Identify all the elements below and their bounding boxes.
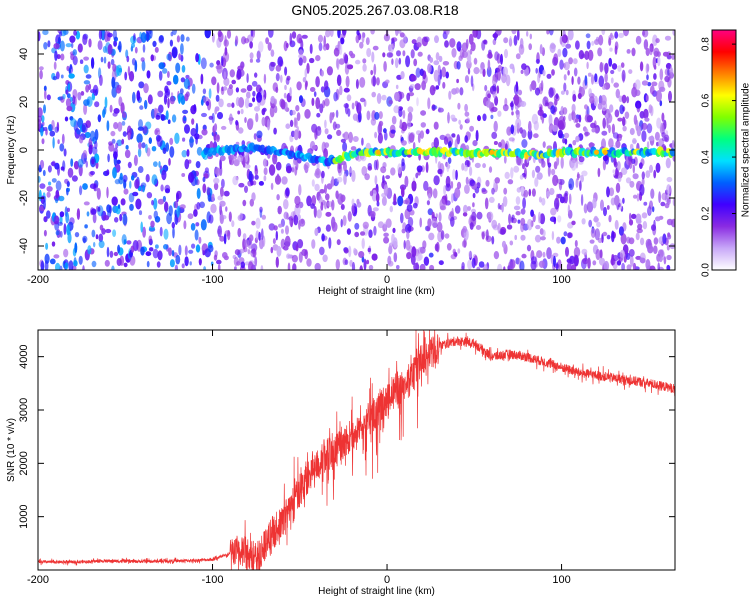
spectrogram-y-tick-label: -40: [18, 238, 30, 254]
colorbar-tick-label: 0.4: [701, 150, 712, 164]
snr-x-axis-label: Height of straight line (km): [318, 586, 435, 597]
spectrogram-heatmap: [38, 30, 675, 270]
spectrogram-x-tick-label: -200: [27, 274, 49, 286]
snr-y-tick-label: 1000: [18, 504, 30, 528]
snr-line-plot: [38, 330, 675, 570]
colorbar: 0.0 0.2 0.4 0.6 0.8 Normalized spectral ampli…: [701, 29, 750, 277]
spectrogram-x-tick-label: 100: [552, 274, 570, 286]
colorbar-tick-label: 0.0: [701, 263, 712, 277]
colorbar-tick-label: 0.2: [701, 206, 712, 220]
snr-x-tick-label: -200: [27, 574, 49, 586]
snr-x-tick-label: 0: [384, 574, 390, 586]
snr-y-tick-label: 4000: [18, 344, 30, 368]
snr-x-tick-label: -100: [202, 574, 224, 586]
spectrogram-y-tick-label: -20: [18, 190, 30, 206]
snr-x-tick-label: 100: [552, 574, 570, 586]
chart-title: GN05.2025.267.03.08.R18: [291, 2, 459, 18]
spectrogram-x-tick-label: 0: [384, 274, 390, 286]
snr-y-tick-label: 2000: [18, 451, 30, 475]
spectrogram-x-axis-label: Height of straight line (km): [318, 286, 435, 297]
spectrogram-y-tick-label: 20: [18, 96, 30, 108]
colorbar-tick-label: 0.6: [701, 93, 712, 107]
snr-y-tick-label: 3000: [18, 398, 30, 422]
snr-y-axis-label: SNR (10 * v/v): [6, 418, 17, 482]
snr-series-line: [38, 330, 675, 570]
spectrogram-y-axis-label: Frequency (Hz): [6, 116, 17, 185]
colorbar-scale: [711, 29, 737, 271]
snr-axes: -200 -100 0 100 1000 2000 3000 4000 Height of st…: [6, 329, 676, 597]
colorbar-label: Normalized spectral amplitude: [741, 82, 750, 217]
spectrogram-y-tick-label: 40: [18, 48, 30, 60]
colorbar-tick-label: 0.8: [701, 37, 712, 51]
spectrogram-y-tick-label: 0: [18, 147, 30, 153]
spectrogram-x-tick-label: -100: [202, 274, 224, 286]
